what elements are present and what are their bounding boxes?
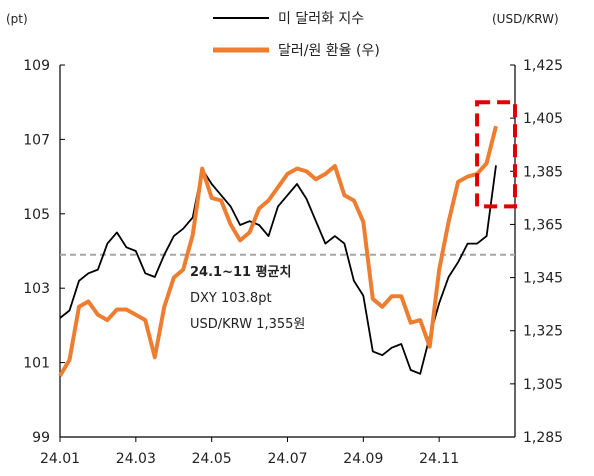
x-tick-label: 24.07 <box>267 451 307 467</box>
series-line-usdkrw <box>58 125 498 377</box>
x-tick-label: 24.03 <box>116 451 156 467</box>
x-tick-label: 24.05 <box>192 451 232 467</box>
right-tick-label: 1,405 <box>523 111 563 127</box>
left-tick-label: 107 <box>23 132 50 148</box>
highlight-box <box>475 100 518 209</box>
right-tick-label: 1,325 <box>523 324 563 340</box>
x-axis-ticks: 24.01 24.03 24.05 24.07 24.09 24.11 <box>40 437 459 467</box>
x-tick-label: 24.09 <box>343 451 383 467</box>
annotation-title: 24.1~11 평균치 <box>190 264 291 280</box>
x-tick-label: 24.01 <box>40 451 80 467</box>
left-unit-label: (pt) <box>6 12 28 26</box>
right-unit-label: (USD/KRW) <box>492 12 559 26</box>
legend-label-dxy: 미 달러화 지수 <box>278 11 364 27</box>
legend: 미 달러화 지수 달러/원 환율 (우) <box>213 11 380 59</box>
left-tick-label: 103 <box>23 281 50 297</box>
right-tick-label: 1,345 <box>523 271 563 287</box>
left-tick-label: 101 <box>23 356 50 372</box>
series-line-dxy <box>59 165 497 375</box>
left-tick-label: 105 <box>23 207 50 223</box>
right-tick-label: 1,305 <box>523 377 563 393</box>
x-tick-label: 24.11 <box>419 451 459 467</box>
legend-label-usdkrw: 달러/원 환율 (우) <box>278 43 380 59</box>
right-tick-label: 1,425 <box>523 58 563 74</box>
right-tick-label: 1,385 <box>523 164 563 180</box>
right-axis-ticks: 1,285 1,305 1,325 1,345 1,365 1,385 1,405 1,425 <box>510 58 563 446</box>
left-axis-ticks: 99 101 103 105 107 109 <box>23 58 65 446</box>
annotation-usdkrw: USD/KRW 1,355원 <box>190 317 305 332</box>
right-tick-label: 1,365 <box>523 217 563 233</box>
right-tick-label: 1,285 <box>523 430 563 446</box>
annotation-dxy: DXY 103.8pt <box>190 291 272 306</box>
left-tick-label: 99 <box>32 430 50 446</box>
left-tick-label: 109 <box>23 58 50 74</box>
